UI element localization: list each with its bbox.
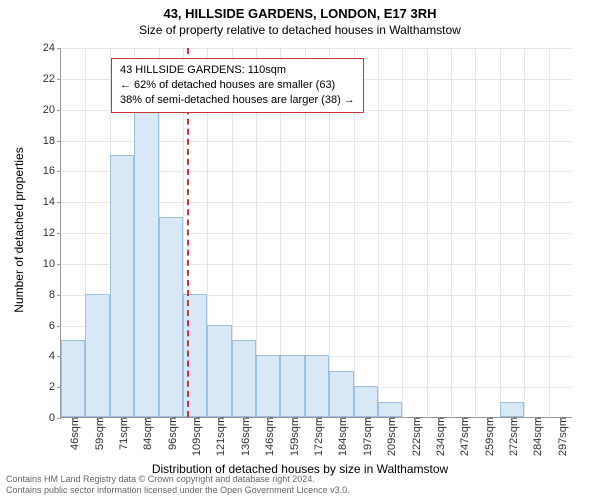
chart-subtitle: Size of property relative to detached ho… bbox=[0, 21, 600, 37]
x-tick-label: 109sqm bbox=[191, 417, 203, 456]
x-tick-label: 197sqm bbox=[362, 417, 374, 456]
gridline-v bbox=[402, 48, 403, 417]
x-tick-label: 96sqm bbox=[167, 417, 179, 450]
histogram-bar bbox=[134, 93, 158, 417]
x-tick-mark bbox=[219, 417, 220, 421]
x-tick-label: 284sqm bbox=[532, 417, 544, 456]
x-tick-mark bbox=[244, 417, 245, 421]
x-tick-label: 46sqm bbox=[69, 417, 81, 450]
x-tick-mark bbox=[536, 417, 537, 421]
histogram-bar bbox=[85, 294, 109, 417]
info-box: 43 HILLSIDE GARDENS: 110sqm← 62% of deta… bbox=[111, 58, 364, 113]
x-tick-mark bbox=[171, 417, 172, 421]
gridline-v bbox=[549, 48, 550, 417]
x-tick-mark bbox=[512, 417, 513, 421]
histogram-bar bbox=[500, 402, 524, 417]
histogram-bar bbox=[207, 325, 231, 418]
histogram-bar bbox=[280, 355, 304, 417]
x-tick-mark bbox=[366, 417, 367, 421]
x-tick-mark bbox=[146, 417, 147, 421]
x-tick-label: 272sqm bbox=[508, 417, 520, 456]
x-tick-label: 247sqm bbox=[459, 417, 471, 456]
x-tick-mark bbox=[73, 417, 74, 421]
histogram-bar bbox=[378, 402, 402, 417]
y-tick-mark bbox=[57, 418, 61, 419]
histogram-bar bbox=[354, 386, 378, 417]
gridline-v bbox=[475, 48, 476, 417]
x-tick-mark bbox=[341, 417, 342, 421]
x-tick-label: 184sqm bbox=[337, 417, 349, 456]
x-tick-label: 222sqm bbox=[411, 417, 423, 456]
x-tick-label: 259sqm bbox=[484, 417, 496, 456]
x-tick-mark bbox=[561, 417, 562, 421]
info-box-line: 38% of semi-detached houses are larger (… bbox=[120, 93, 355, 108]
x-tick-mark bbox=[122, 417, 123, 421]
x-tick-mark bbox=[439, 417, 440, 421]
chart-area: 02468101214161820222446sqm59sqm71sqm84sq… bbox=[60, 48, 572, 418]
gridline-v bbox=[378, 48, 379, 417]
y-tick-mark bbox=[57, 79, 61, 80]
gridline-v bbox=[500, 48, 501, 417]
y-tick-mark bbox=[57, 233, 61, 234]
footer-line-2: Contains public sector information licen… bbox=[6, 485, 350, 496]
gridline-h bbox=[61, 48, 572, 49]
x-tick-label: 71sqm bbox=[118, 417, 130, 450]
y-tick-mark bbox=[57, 48, 61, 49]
histogram-bar bbox=[256, 355, 280, 417]
x-tick-mark bbox=[293, 417, 294, 421]
histogram-bar bbox=[159, 217, 183, 417]
x-tick-mark bbox=[488, 417, 489, 421]
x-tick-label: 59sqm bbox=[94, 417, 106, 450]
x-tick-mark bbox=[390, 417, 391, 421]
gridline-v bbox=[524, 48, 525, 417]
x-tick-mark bbox=[268, 417, 269, 421]
histogram-bar bbox=[61, 340, 85, 417]
chart-title: 43, HILLSIDE GARDENS, LONDON, E17 3RH bbox=[0, 0, 600, 21]
info-box-line: 43 HILLSIDE GARDENS: 110sqm bbox=[120, 63, 355, 78]
footer-line-1: Contains HM Land Registry data © Crown c… bbox=[6, 474, 350, 485]
x-tick-label: 121sqm bbox=[215, 417, 227, 456]
x-tick-label: 159sqm bbox=[289, 417, 301, 456]
y-tick-mark bbox=[57, 141, 61, 142]
y-tick-mark bbox=[57, 326, 61, 327]
x-tick-label: 172sqm bbox=[313, 417, 325, 456]
histogram-bar bbox=[110, 155, 134, 417]
histogram-bar bbox=[232, 340, 256, 417]
gridline-v bbox=[427, 48, 428, 417]
info-box-line: ← 62% of detached houses are smaller (63… bbox=[120, 78, 355, 93]
x-tick-mark bbox=[195, 417, 196, 421]
footer-attribution: Contains HM Land Registry data © Crown c… bbox=[6, 474, 350, 497]
histogram-bar bbox=[329, 371, 353, 417]
x-tick-mark bbox=[463, 417, 464, 421]
y-tick-mark bbox=[57, 295, 61, 296]
x-tick-label: 136sqm bbox=[240, 417, 252, 456]
x-tick-mark bbox=[98, 417, 99, 421]
y-tick-mark bbox=[57, 264, 61, 265]
plot-area: 02468101214161820222446sqm59sqm71sqm84sq… bbox=[60, 48, 572, 418]
y-tick-mark bbox=[57, 202, 61, 203]
histogram-bar bbox=[305, 355, 329, 417]
x-tick-label: 234sqm bbox=[435, 417, 447, 456]
x-tick-mark bbox=[415, 417, 416, 421]
gridline-v bbox=[451, 48, 452, 417]
x-tick-mark bbox=[317, 417, 318, 421]
x-tick-label: 146sqm bbox=[264, 417, 276, 456]
x-tick-label: 84sqm bbox=[142, 417, 154, 450]
x-tick-label: 297sqm bbox=[557, 417, 569, 456]
y-tick-mark bbox=[57, 171, 61, 172]
y-tick-mark bbox=[57, 110, 61, 111]
chart-container: 43, HILLSIDE GARDENS, LONDON, E17 3RH Si… bbox=[0, 0, 600, 500]
x-tick-label: 209sqm bbox=[386, 417, 398, 456]
y-axis-title: Number of detached properties bbox=[12, 147, 26, 312]
